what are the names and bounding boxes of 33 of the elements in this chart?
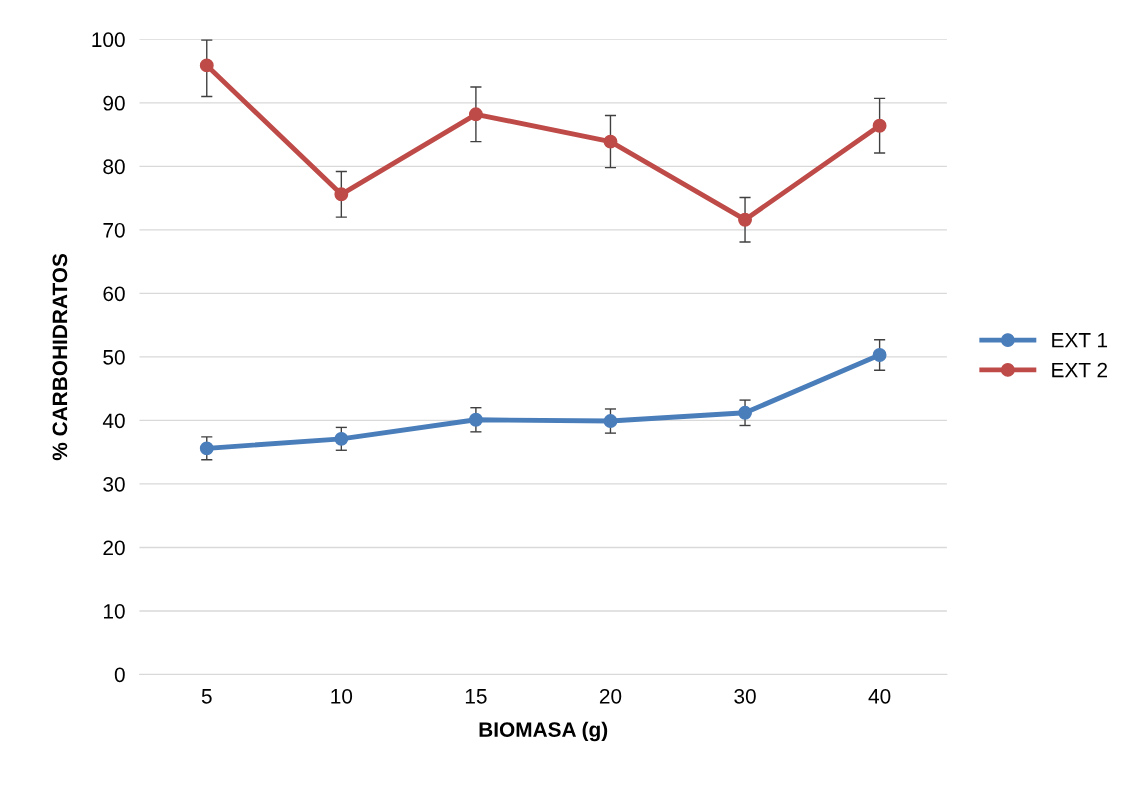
- point: [334, 187, 349, 202]
- y-tick-label: 100: [92, 32, 125, 48]
- y-tick-label: 60: [103, 286, 125, 302]
- x-tick-label: 5: [201, 689, 212, 704]
- y-tick-label: 0: [114, 667, 125, 683]
- y-tick-label: 30: [103, 476, 125, 492]
- y-tick-label: 50: [103, 349, 125, 365]
- x-axis-title: BIOMASA (g): [479, 721, 608, 742]
- x-tick-label: 15: [465, 689, 487, 704]
- point: [334, 431, 349, 446]
- y-tick-label: 10: [104, 603, 125, 619]
- point: [603, 134, 618, 149]
- point: [603, 414, 618, 428]
- x-tick-label: 10: [331, 688, 353, 704]
- y-tick-label: 20: [103, 540, 125, 556]
- legend-label: EXT 2: [1052, 362, 1108, 378]
- x-tick-label: 40: [868, 688, 891, 704]
- point: [872, 118, 887, 133]
- y-axis-title: % CARBOHIDRATOS: [52, 253, 68, 461]
- point: [199, 58, 214, 73]
- point: [468, 412, 483, 427]
- point: [872, 348, 887, 362]
- y-tick-label: 70: [103, 222, 125, 238]
- x-tick-label: 30: [734, 688, 756, 704]
- point: [199, 441, 214, 456]
- legend-label: EXT 1: [1052, 333, 1108, 348]
- point: [738, 212, 752, 227]
- point: [468, 107, 483, 122]
- y-tick-label: 90: [103, 95, 125, 111]
- point: [738, 405, 752, 420]
- y-tick-label: 40: [102, 413, 125, 429]
- y-tick-label: 80: [103, 159, 125, 175]
- x-tick-label: 20: [599, 688, 622, 704]
